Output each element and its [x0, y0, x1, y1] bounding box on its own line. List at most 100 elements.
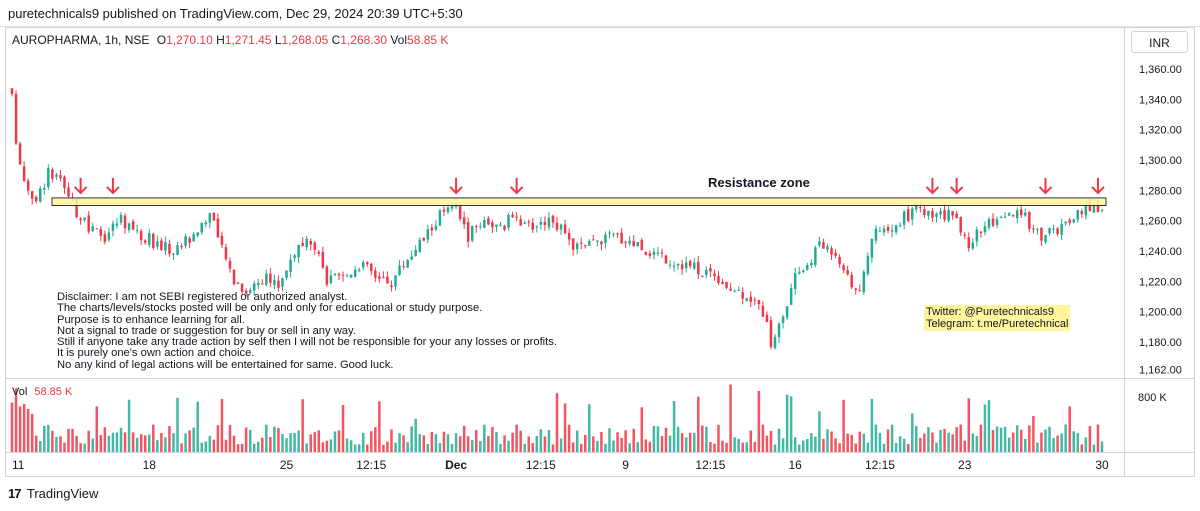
volume-bar: [305, 443, 308, 452]
volume-bar: [693, 432, 696, 452]
candle-body: [886, 227, 890, 231]
volume-bar: [446, 434, 450, 452]
resistance-zone[interactable]: [51, 197, 1107, 207]
candle-body: [422, 237, 426, 241]
volume-bar: [240, 443, 244, 452]
down-arrow-icon: [1091, 177, 1105, 195]
volume-bar: [63, 442, 66, 452]
candle-body: [1068, 219, 1071, 223]
volume-bar: [915, 426, 918, 452]
y-tick-label: 1,162.00: [1139, 364, 1182, 376]
disclaimer-line: Purpose is to enhance learning for all.: [57, 313, 245, 326]
candle-body: [83, 217, 86, 220]
volume-bar: [987, 400, 991, 452]
symbol-label[interactable]: AUROPHARMA, 1h, NSE: [12, 33, 150, 47]
candle-body: [160, 240, 163, 250]
disclaimer-line: Still if anyone take any trade action by…: [57, 336, 557, 349]
volume-bar: [935, 442, 938, 452]
volume-bar: [777, 428, 781, 452]
volume-bar: [1044, 429, 1047, 452]
candle-body: [349, 274, 353, 278]
candle-body: [434, 225, 438, 230]
volume-bar: [1020, 429, 1023, 452]
candle-body: [59, 175, 62, 179]
candle-body: [1056, 228, 1059, 234]
candle-body: [285, 270, 288, 278]
candle-body: [406, 259, 409, 268]
volume-bar: [515, 424, 518, 452]
low-label: L: [274, 33, 282, 47]
volume-bar: [43, 425, 46, 452]
volume-bar: [204, 441, 208, 452]
volume-bar: [402, 435, 405, 452]
volume-bar: [967, 398, 971, 452]
candle-body: [919, 206, 922, 208]
candle-body: [1040, 228, 1043, 241]
volume-bar: [252, 443, 256, 452]
volume-bar: [793, 437, 797, 452]
volume-bar: [164, 437, 167, 452]
candle-body: [741, 292, 744, 299]
chart-pane[interactable]: [5, 27, 1125, 477]
volume-bar: [878, 432, 882, 452]
candle-body: [378, 276, 381, 279]
volume-legend-label[interactable]: Vol: [12, 386, 28, 398]
volume-bar: [1024, 438, 1027, 452]
candle-body: [289, 259, 292, 272]
volume-bar: [18, 406, 22, 452]
candle-body: [152, 233, 155, 248]
candle-body: [22, 166, 26, 181]
publish-header: puretechnicals9 published on TradingView…: [0, 0, 1200, 27]
volume-bar: [676, 426, 680, 452]
volume-bar: [422, 435, 426, 452]
tradingview-footer[interactable]: 17 TradingView: [8, 486, 98, 501]
volume-bar: [67, 428, 70, 452]
candle-body: [503, 225, 506, 230]
volume-bar: [394, 442, 397, 452]
candle-body: [975, 229, 979, 242]
candle-body: [644, 251, 648, 255]
volume-bar: [1011, 432, 1015, 452]
volume-bar: [248, 429, 252, 452]
volume-bar: [531, 443, 535, 452]
volume-bar: [1072, 431, 1075, 452]
candle-body: [329, 275, 333, 283]
candle-body: [1052, 228, 1055, 230]
volume-bar: [470, 439, 474, 452]
volume-bar: [289, 433, 292, 452]
candle-body: [188, 238, 191, 243]
close-value: 1,268.30: [340, 33, 387, 47]
volume-bar: [911, 413, 914, 452]
candle-body: [244, 290, 248, 294]
candle-body: [1003, 216, 1007, 218]
volume-bar: [551, 444, 555, 452]
candle-body: [983, 226, 987, 233]
volume-bar: [943, 428, 946, 452]
volume-bar: [208, 435, 212, 452]
candle-body: [220, 235, 224, 245]
candle-body: [559, 224, 563, 230]
volume-bar: [115, 432, 119, 452]
y-axis-ticks: 1,360.00 1,340.00 1,320.00 1,300.00 1,280.00…: [1139, 64, 1182, 376]
volume-bar: [906, 443, 910, 452]
candle-body: [515, 216, 518, 218]
volume-bar: [818, 411, 821, 452]
volume-bar: [83, 443, 86, 452]
candle-body: [1088, 202, 1092, 212]
volume-bar: [951, 434, 954, 452]
candle-body: [588, 241, 591, 246]
volume-bar: [773, 444, 777, 452]
volume-bar: [672, 401, 676, 452]
currency-button[interactable]: INR: [1131, 31, 1188, 53]
candle-body: [765, 314, 769, 322]
candle-body: [640, 239, 644, 251]
volume-bar: [640, 407, 644, 452]
pane-separator[interactable]: [5, 378, 1195, 379]
volume-axis-label: 800 K: [1138, 392, 1167, 404]
price-axis[interactable]: [1125, 27, 1195, 477]
candle-body: [103, 234, 107, 242]
candle-body: [535, 226, 539, 228]
candle-body: [773, 336, 777, 349]
volume-bar: [923, 433, 926, 452]
